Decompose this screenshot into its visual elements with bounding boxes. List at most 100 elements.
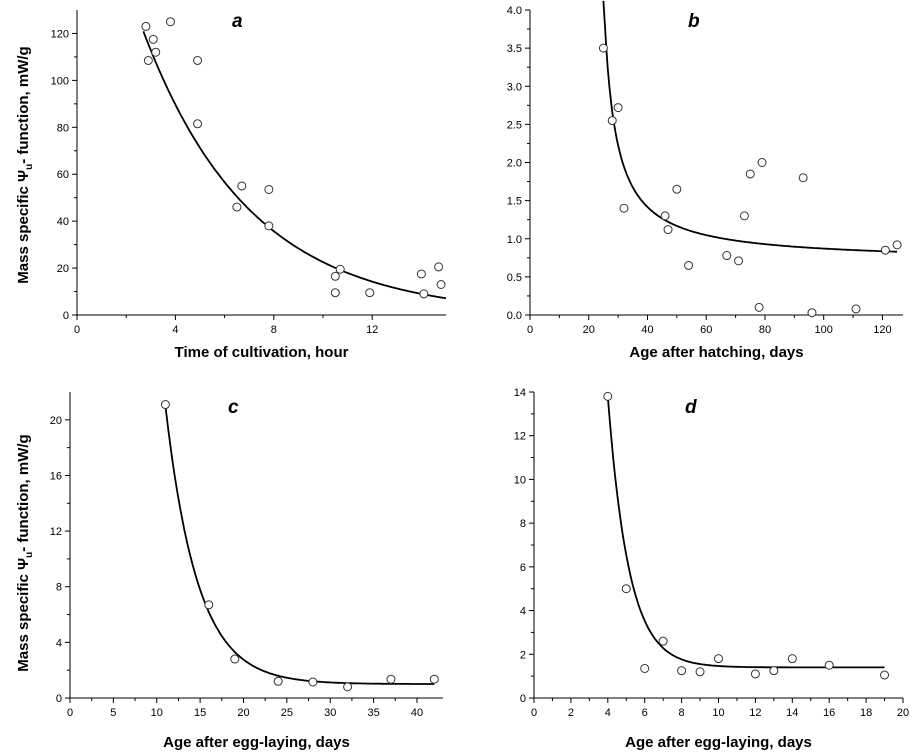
data-point	[308, 677, 318, 687]
x-tick-label: 4	[172, 324, 178, 336]
data-point	[640, 663, 650, 673]
data-point	[734, 256, 744, 266]
data-point	[416, 269, 426, 279]
x-axis-label: Age after egg-laying, days	[625, 734, 812, 751]
data-point	[204, 600, 214, 610]
data-point	[824, 660, 834, 670]
x-tick-label: 25	[281, 707, 293, 719]
x-axis-label: Age after hatching, days	[629, 344, 803, 361]
x-tick-label: 10	[151, 707, 163, 719]
x-axis-label: Time of cultivation, hour	[175, 344, 349, 361]
data-point	[739, 211, 749, 221]
y-tick-label: 6	[520, 562, 526, 574]
chart-panel-a: 0 20 40 60 80 100 120 0 4 8 12 a Time of cultivation…	[51, 10, 447, 361]
x-tick-label: 40	[411, 707, 423, 719]
data-point	[273, 676, 283, 686]
data-point	[141, 21, 151, 31]
data-point	[880, 670, 890, 680]
data-point	[663, 225, 673, 235]
y-tick-label: 100	[51, 75, 69, 87]
data-point	[677, 666, 687, 676]
x-tick-label: 10	[712, 707, 724, 719]
y-tick-label: 3.5	[507, 43, 522, 55]
data-point	[143, 55, 153, 65]
data-point	[436, 280, 446, 289]
data-point	[754, 302, 764, 312]
x-tick-label: 18	[860, 707, 872, 719]
data-point	[232, 202, 242, 212]
y-tick-label: 12	[514, 431, 526, 443]
y-label-greek: Ψ	[15, 558, 32, 570]
y-tick-label: 4	[56, 637, 62, 649]
x-tick-label: 120	[873, 324, 891, 336]
data-point	[722, 251, 732, 261]
data-point	[148, 34, 158, 44]
fit-curve	[164, 405, 435, 685]
y-tick-label: 2.0	[507, 158, 522, 170]
y-label-suffix: - function, mW/g	[15, 434, 32, 551]
y-axis-label-top: Mass specific Ψu- function, mW/g	[15, 46, 35, 283]
y-label-sub: u	[24, 164, 35, 170]
y-tick-label: 120	[51, 28, 69, 40]
y-tick-label: 20	[57, 263, 69, 275]
data-point	[330, 271, 340, 281]
y-tick-label: 40	[57, 216, 69, 228]
data-point	[343, 682, 353, 692]
y-tick-label: 14	[514, 387, 526, 399]
y-tick-label: 16	[50, 470, 62, 482]
x-tick-label: 0	[74, 324, 80, 336]
data-point	[598, 43, 608, 53]
y-tick-label: 0	[520, 693, 526, 705]
data-point	[684, 260, 694, 270]
x-axis-label: Age after egg-laying, days	[163, 734, 350, 751]
x-tick-label: 40	[641, 324, 653, 336]
y-tick-label: 4.0	[507, 5, 522, 17]
y-tick-label: 1.5	[507, 196, 522, 208]
x-tick-label: 8	[679, 707, 685, 719]
data-point	[165, 17, 175, 27]
x-tick-label: 12	[749, 707, 761, 719]
data-point	[660, 211, 670, 221]
y-tick-label: 12	[50, 526, 62, 538]
panel-label: d	[685, 397, 697, 418]
x-tick-label: 8	[271, 324, 277, 336]
x-tick-label: 60	[700, 324, 712, 336]
chart-panel-d: 0 2 4 6 8 10 12 14 0 2 4 6 8 10 12 14 16 18 20 d Age after e…	[514, 387, 909, 751]
x-tick-label: 20	[897, 707, 909, 719]
x-tick-label: 0	[531, 707, 537, 719]
data-point	[386, 674, 396, 684]
y-label-suffix: - function, mW/g	[15, 46, 32, 163]
data-point	[419, 289, 429, 299]
data-point	[264, 184, 274, 194]
x-tick-label: 4	[605, 707, 611, 719]
data-point	[851, 304, 861, 314]
x-tick-label: 16	[823, 707, 835, 719]
data-point	[193, 55, 203, 65]
data-point	[613, 103, 623, 113]
data-point	[434, 262, 444, 272]
y-tick-label: 4	[520, 606, 526, 618]
data-point	[757, 158, 767, 167]
y-tick-label: 2	[520, 649, 526, 661]
x-tick-label: 0	[527, 324, 533, 336]
data-point	[193, 119, 203, 129]
data-point	[335, 264, 345, 274]
data-point	[769, 666, 779, 676]
chart-panel-b: 0.0 0.5 1.0 1.5 2.0 2.5 3.0 3.5 4.0 0 20 40 60 80 100 1…	[507, 0, 903, 361]
y-tick-label: 20	[50, 415, 62, 427]
data-point	[714, 654, 723, 664]
x-tick-label: 35	[367, 707, 379, 719]
y-tick-label: 80	[57, 122, 69, 134]
y-tick-label: 0.5	[507, 272, 522, 284]
data-point	[603, 391, 613, 401]
data-point	[787, 654, 797, 664]
y-tick-label: 3.0	[507, 81, 522, 93]
chart-panel-c: 0 4 8 12 16 20 0 5 10 15 20 25 30 35 40 c Age after egg-…	[50, 392, 443, 751]
data-point	[880, 245, 890, 255]
y-tick-label: 1.0	[507, 234, 522, 246]
y-label-greek: Ψ	[15, 170, 32, 182]
data-point	[892, 240, 902, 250]
x-tick-label: 14	[786, 707, 798, 719]
panel-label: a	[232, 11, 243, 32]
